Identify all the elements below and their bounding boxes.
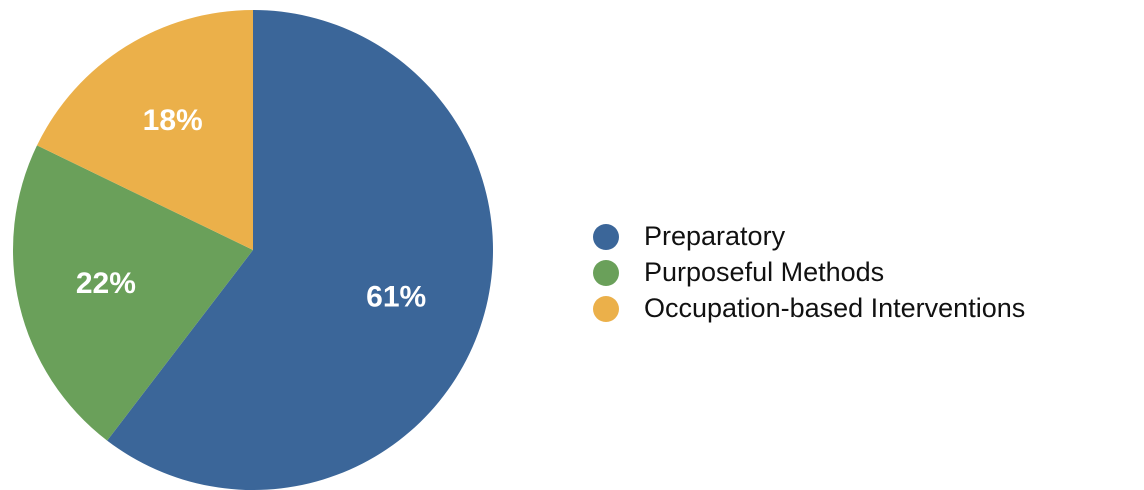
- legend-swatch: [593, 224, 619, 250]
- legend-swatch: [593, 260, 619, 286]
- slice-label: 22%: [76, 267, 136, 300]
- pie-slice: [12, 145, 253, 441]
- slice-label: 18%: [143, 104, 203, 137]
- legend-label: Purposeful Methods: [644, 257, 884, 287]
- pie-slice: [107, 10, 494, 490]
- pie-slice: [36, 10, 254, 250]
- legend-label: Occupation-based Interventions: [644, 293, 1025, 323]
- legend-swatch: [593, 296, 619, 322]
- slice-label: 61%: [366, 280, 426, 313]
- legend-label: Preparatory: [644, 221, 786, 251]
